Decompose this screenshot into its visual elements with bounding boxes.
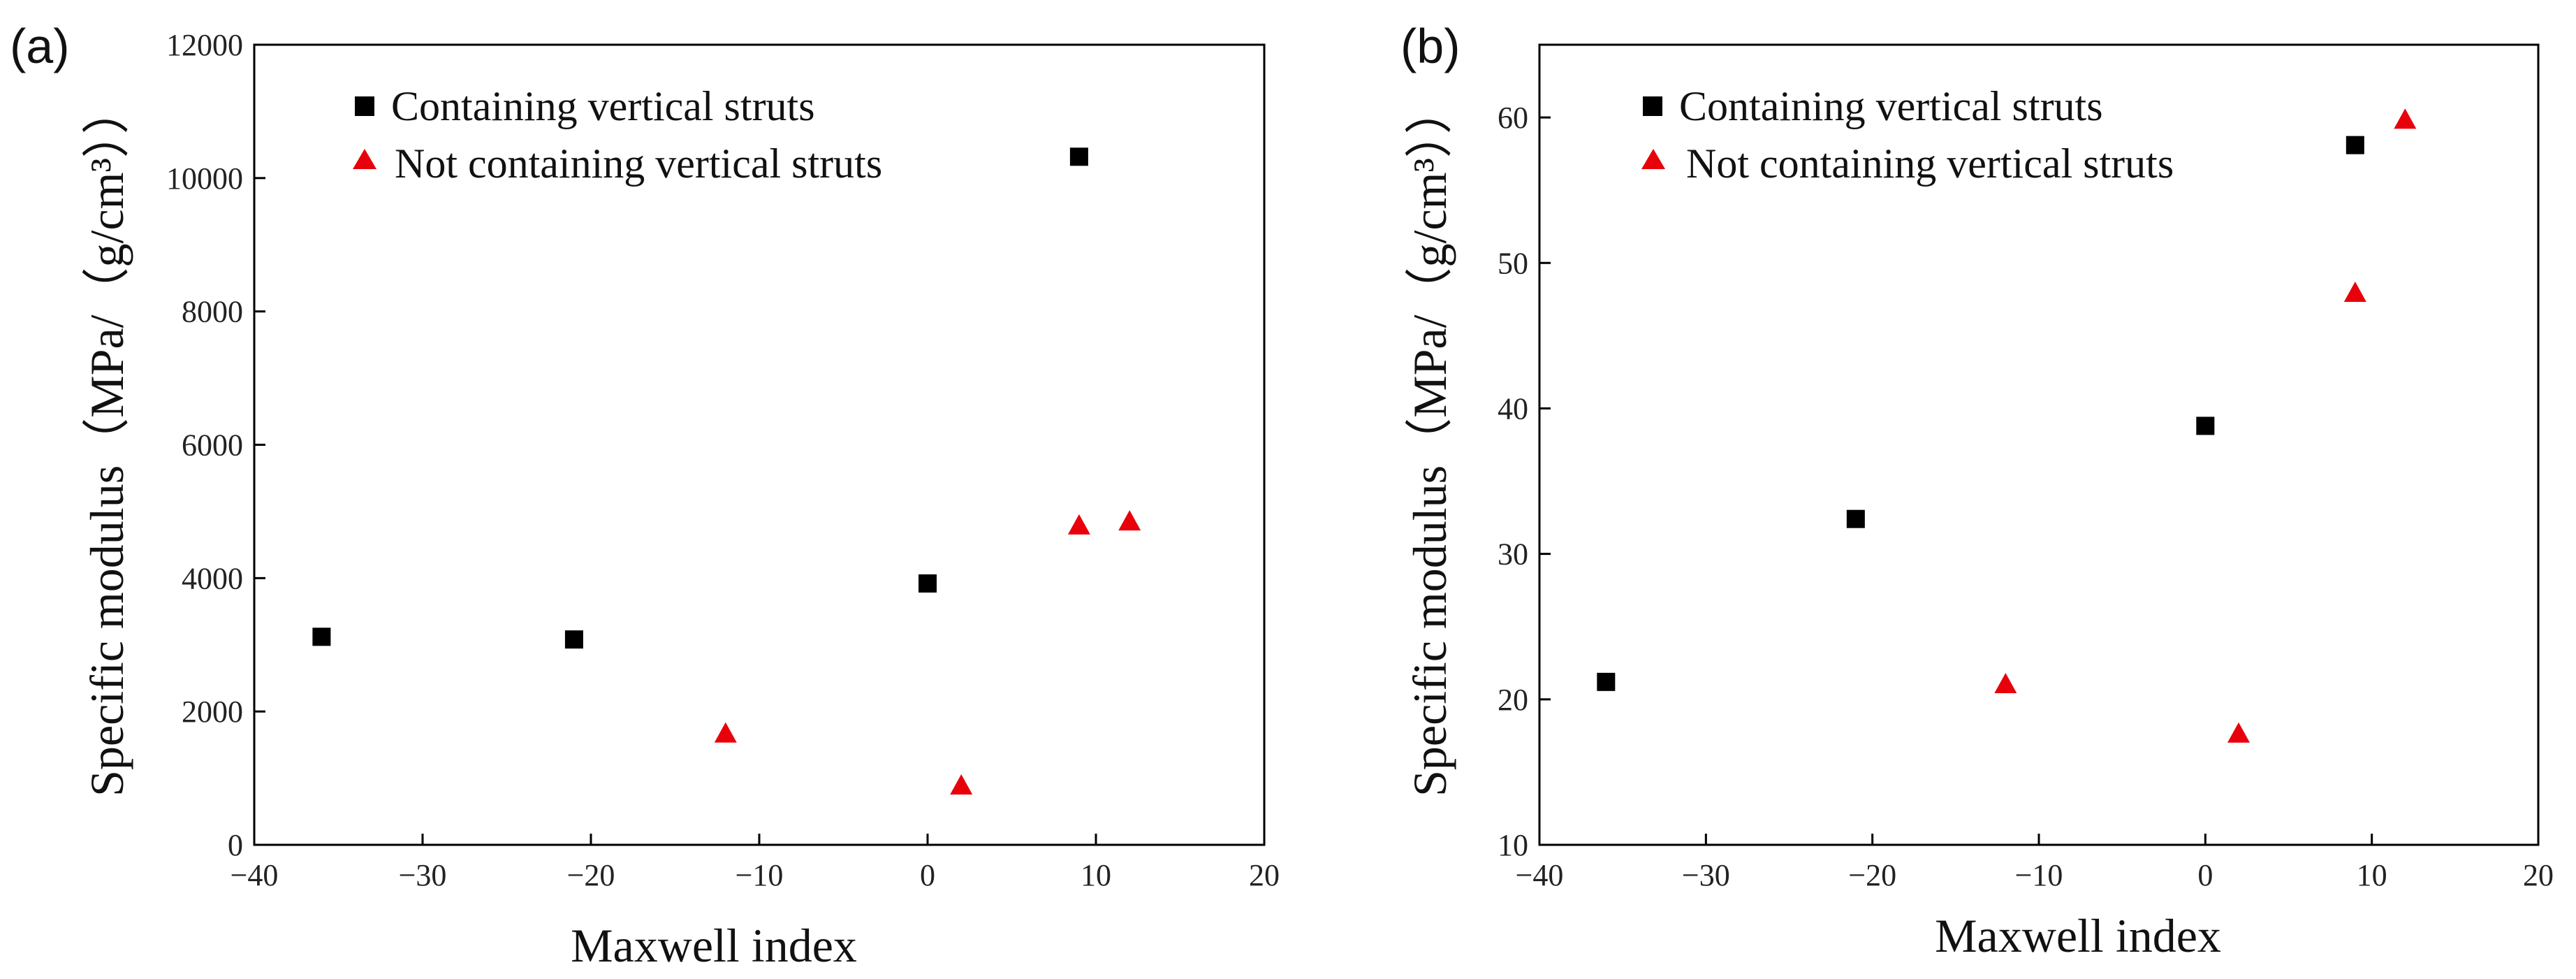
point-containing-a	[312, 628, 331, 646]
panel-label-b: (b)	[1400, 19, 1461, 73]
legend-label-not-containing-b: Not containing vertical struts	[1686, 140, 2174, 187]
point-not-containing-b	[2394, 108, 2417, 129]
chart-panel-b: (b) −40 −30 −20 −10 0 10 20 10 20 30 40 50 60 Conta…	[1400, 19, 2554, 962]
x-tick-label-a: −10	[736, 858, 784, 892]
point-containing-b	[1597, 672, 1616, 691]
y-tick-label-a: 4000	[182, 561, 243, 595]
legend-b: Containing vertical struts Not containin…	[1641, 83, 2174, 187]
point-not-containing-a	[1118, 510, 1141, 531]
legend-a: Containing vertical struts Not containin…	[353, 83, 882, 187]
x-tick-label-b: −20	[1848, 858, 1896, 892]
point-containing-b	[1846, 509, 1865, 528]
point-containing-b	[2346, 136, 2364, 154]
x-tick-label-a: 0	[920, 858, 935, 892]
y-tick-label-b: 20	[1498, 683, 1528, 717]
data-points-b	[1597, 108, 2417, 743]
x-tick-label-b: 20	[2523, 858, 2554, 892]
chart-panel-a: (a) −40 −30 −20 −10 0 10 20 0 2000 4000 6000 8000 1…	[10, 19, 1280, 972]
point-containing-b	[2196, 416, 2215, 435]
point-not-containing-a	[950, 774, 973, 795]
x-tick-label-a: 20	[1249, 858, 1280, 892]
y-tick-label-b: 30	[1498, 537, 1528, 572]
y-tick-label-a: 12000	[166, 28, 243, 62]
legend-marker-square-a	[355, 96, 374, 116]
y-axis-ticks-a: 0 2000 4000 6000 8000 10000 12000	[166, 28, 265, 862]
x-tick-label-a: −20	[567, 858, 615, 892]
legend-label-containing-a: Containing vertical struts	[391, 83, 815, 129]
legend-label-containing-b: Containing vertical struts	[1679, 83, 2103, 129]
y-tick-label-b: 40	[1498, 391, 1528, 426]
y-tick-label-a: 0	[228, 828, 243, 862]
y-tick-label-a: 10000	[166, 161, 243, 196]
x-axis-title-a: Maxwell index	[571, 919, 857, 972]
y-tick-label-a: 8000	[182, 295, 243, 329]
y-axis-title-a: Specific modulus（MPa/（g/cm³））	[80, 87, 133, 797]
y-axis-title-b: Specific modulus（MPa/（g/cm³））	[1403, 87, 1456, 797]
y-tick-label-b: 50	[1498, 246, 1528, 280]
x-tick-label-b: −40	[1516, 858, 1564, 892]
legend-marker-square-b	[1643, 96, 1662, 116]
legend-marker-triangle-b	[1641, 149, 1665, 169]
point-not-containing-b	[2227, 722, 2250, 743]
point-not-containing-a	[714, 722, 737, 743]
legend-label-not-containing-a: Not containing vertical struts	[395, 140, 882, 187]
y-tick-label-b: 10	[1498, 828, 1528, 862]
x-axis-ticks-a: −40 −30 −20 −10 0 10 20	[230, 834, 1280, 892]
point-containing-a	[1069, 147, 1088, 166]
legend-marker-triangle-a	[353, 149, 376, 169]
y-tick-label-a: 2000	[182, 695, 243, 729]
y-tick-label-b: 60	[1498, 101, 1528, 135]
x-tick-label-b: −10	[2015, 858, 2063, 892]
x-axis-title-b: Maxwell index	[1935, 909, 2221, 962]
point-not-containing-b	[2343, 281, 2366, 302]
x-axis-ticks-b: −40 −30 −20 −10 0 10 20	[1516, 834, 2554, 892]
point-containing-a	[919, 574, 937, 593]
x-tick-label-a: 10	[1081, 858, 1111, 892]
x-tick-label-a: −30	[399, 858, 447, 892]
panel-label-a: (a)	[10, 19, 70, 73]
y-axis-ticks-b: 10 20 30 40 50 60	[1498, 101, 1551, 862]
x-tick-label-b: 0	[2197, 858, 2213, 892]
point-not-containing-a	[1067, 514, 1090, 535]
point-not-containing-b	[1994, 673, 2017, 693]
x-tick-label-b: −30	[1682, 858, 1730, 892]
point-containing-a	[564, 630, 583, 649]
y-tick-label-a: 6000	[182, 428, 243, 463]
data-points-a	[312, 147, 1141, 795]
x-tick-label-a: −40	[230, 858, 279, 892]
x-tick-label-b: 10	[2357, 858, 2387, 892]
